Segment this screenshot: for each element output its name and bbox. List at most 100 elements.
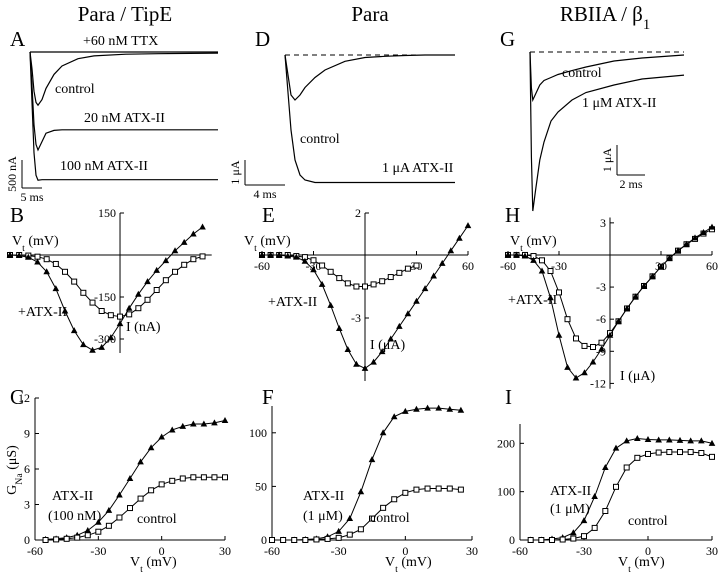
square-marker — [127, 505, 133, 512]
triangle-marker — [190, 420, 197, 427]
x-axis-label: Vt (mV) — [510, 234, 557, 254]
square-marker — [547, 268, 554, 275]
y-tick-label: 3 — [600, 216, 606, 230]
annotation: +60 nM TTX — [83, 34, 158, 49]
square-marker — [362, 283, 368, 290]
triangle-marker — [655, 436, 662, 443]
x-tick-label: 0 — [645, 544, 651, 558]
square-marker — [190, 256, 197, 263]
square-marker — [222, 474, 228, 481]
square-marker — [335, 534, 342, 541]
triangle-marker — [649, 272, 656, 279]
square-marker — [623, 464, 630, 471]
triangle-marker — [564, 363, 571, 370]
annotation: control — [562, 66, 602, 81]
triangle-marker — [396, 322, 403, 329]
triangle-marker — [344, 346, 352, 352]
x-tick-label: 30 — [219, 544, 231, 558]
x-tick-label: 0 — [159, 544, 165, 558]
triangle-marker — [591, 493, 598, 499]
triangle-marker — [293, 253, 300, 260]
triangle-marker — [284, 252, 292, 259]
square-marker — [559, 536, 566, 543]
square-marker — [590, 344, 596, 351]
square-marker — [42, 537, 49, 543]
current-trace — [529, 51, 685, 212]
y-tick-label: 200 — [497, 436, 515, 450]
annotation: 20 nM ATX-II — [84, 111, 165, 126]
square-marker — [346, 531, 353, 538]
triangle-marker — [413, 297, 420, 304]
triangle-marker — [158, 433, 165, 440]
triangle-marker — [34, 258, 41, 265]
triangle-marker — [402, 407, 409, 414]
x-axis-label: Vt (mV) — [618, 555, 665, 572]
triangle-marker — [95, 518, 102, 525]
scale-bar-label: 1 μA — [228, 160, 242, 184]
y-axis-label: I (μA) — [370, 338, 405, 353]
triangle-marker — [464, 222, 472, 229]
square-marker — [396, 269, 403, 276]
square-marker — [162, 277, 169, 284]
square-marker — [310, 257, 317, 264]
square-marker — [190, 474, 197, 481]
triangle-marker — [538, 267, 546, 274]
square-marker — [645, 450, 651, 457]
x-tick-label: -60 — [512, 544, 528, 558]
triangle-marker — [615, 317, 622, 324]
triangle-marker — [666, 254, 673, 261]
triangle-marker — [623, 437, 630, 444]
square-marker — [369, 515, 375, 522]
square-marker — [379, 278, 386, 285]
panel-letter: F — [262, 385, 274, 409]
square-marker — [556, 289, 562, 296]
triangle-marker — [107, 334, 115, 341]
square-marker — [698, 450, 705, 456]
triangle-marker — [179, 422, 187, 429]
annotation: ATX-II — [52, 489, 94, 504]
triangle-marker — [43, 268, 50, 275]
triangle-marker — [137, 458, 144, 465]
x-tick-label: -60 — [254, 259, 270, 273]
triangle-marker — [708, 439, 716, 446]
square-marker — [74, 534, 81, 541]
square-marker — [344, 280, 351, 287]
triangle-marker — [657, 263, 665, 270]
triangle-marker — [125, 304, 133, 311]
triangle-marker — [634, 435, 641, 441]
triangle-marker — [602, 464, 609, 470]
triangle-marker — [589, 358, 597, 365]
x-tick-label: -30 — [576, 544, 592, 558]
current-trace — [29, 51, 219, 107]
x-axis-label-part: t — [254, 243, 257, 254]
x-axis-label-part: (mV) — [398, 555, 432, 570]
triangle-marker — [580, 517, 588, 524]
triangle-marker — [318, 280, 326, 287]
square-marker — [95, 528, 102, 535]
square-marker — [52, 260, 59, 267]
y-tick-label: 3 — [24, 498, 30, 512]
x-axis-label-part: (mV) — [143, 555, 177, 570]
annotation: (1 μM) — [550, 502, 590, 517]
square-marker — [181, 261, 188, 268]
x-axis-label-part: V — [130, 555, 140, 570]
square-marker — [153, 287, 160, 293]
y-tick-label: 6 — [24, 462, 30, 476]
triangle-marker — [513, 251, 520, 258]
triangle-marker — [521, 252, 529, 259]
y-tick-label: 100 — [497, 485, 515, 499]
triangle-marker — [387, 335, 395, 342]
square-marker — [581, 342, 588, 349]
triangle-marker — [211, 419, 218, 426]
x-tick-label: -30 — [551, 259, 567, 273]
x-tick-label: -60 — [27, 544, 43, 558]
triangle-marker — [378, 348, 386, 355]
triangle-marker — [612, 444, 620, 451]
annotation: +ATX-II — [18, 305, 67, 320]
square-marker — [158, 481, 165, 488]
x-axis-label-part: t — [395, 564, 398, 572]
triangle-marker — [301, 257, 309, 264]
current-trace — [284, 54, 455, 101]
square-marker — [357, 526, 364, 533]
square-marker — [549, 537, 555, 543]
